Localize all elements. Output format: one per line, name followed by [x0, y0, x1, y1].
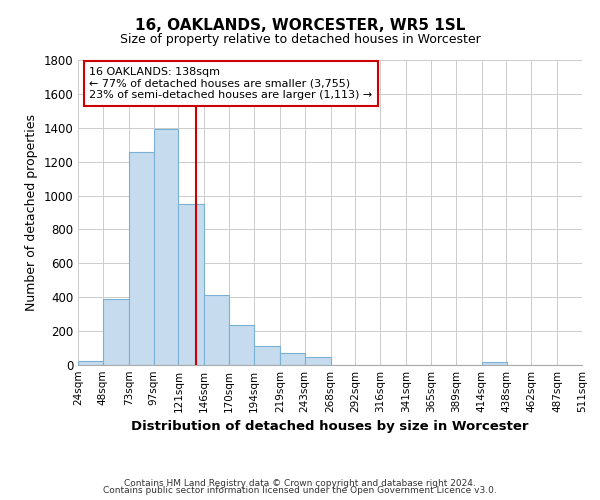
X-axis label: Distribution of detached houses by size in Worcester: Distribution of detached houses by size …	[131, 420, 529, 434]
Bar	[78, 361, 103, 365]
Text: Contains HM Land Registry data © Crown copyright and database right 2024.: Contains HM Land Registry data © Crown c…	[124, 478, 476, 488]
Text: Size of property relative to detached houses in Worcester: Size of property relative to detached ho…	[119, 32, 481, 46]
Bar	[103, 299, 129, 365]
Bar	[280, 353, 305, 365]
Bar	[482, 362, 508, 365]
Bar	[154, 130, 178, 365]
Bar	[229, 325, 254, 365]
Bar	[254, 346, 280, 365]
Bar	[178, 204, 204, 365]
Text: Contains public sector information licensed under the Open Government Licence v3: Contains public sector information licen…	[103, 486, 497, 495]
Bar	[129, 152, 154, 365]
Bar	[204, 294, 229, 365]
Bar	[305, 356, 331, 365]
Text: 16, OAKLANDS, WORCESTER, WR5 1SL: 16, OAKLANDS, WORCESTER, WR5 1SL	[135, 18, 465, 32]
Text: 16 OAKLANDS: 138sqm
← 77% of detached houses are smaller (3,755)
23% of semi-det: 16 OAKLANDS: 138sqm ← 77% of detached ho…	[89, 67, 373, 100]
Y-axis label: Number of detached properties: Number of detached properties	[25, 114, 38, 311]
